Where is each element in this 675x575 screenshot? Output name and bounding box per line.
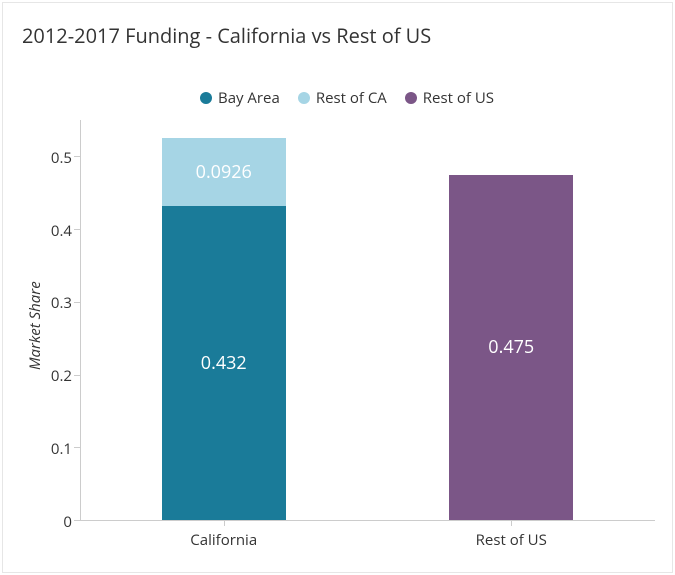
y-tick-label: 0.1 <box>40 439 72 459</box>
legend-label: Bay Area <box>218 88 280 108</box>
y-tick-label: 0.2 <box>40 366 72 386</box>
y-tick-label: 0.4 <box>40 221 72 241</box>
y-tick-label: 0.5 <box>40 148 72 168</box>
legend-label: Rest of CA <box>316 88 387 108</box>
x-tick-mark <box>511 520 512 526</box>
y-axis-line <box>80 120 81 520</box>
y-tick-mark <box>74 447 80 448</box>
bar-value-label: 0.0926 <box>196 160 252 184</box>
funding-chart: 2012-2017 Funding - California vs Rest o… <box>0 0 675 575</box>
legend-swatch <box>200 92 212 104</box>
x-tick-mark <box>224 520 225 526</box>
y-tick-label: 0.3 <box>40 293 72 313</box>
legend-swatch <box>405 92 417 104</box>
y-tick-label: 0 <box>40 512 72 532</box>
legend-item: Bay Area <box>200 88 280 108</box>
y-tick-mark <box>74 229 80 230</box>
y-tick-mark <box>74 375 80 376</box>
bar-value-label: 0.475 <box>488 335 534 359</box>
x-tick-label: Rest of US <box>476 530 547 550</box>
legend-item: Rest of CA <box>298 88 387 108</box>
plot-area: 0.432 0.0926 0.475 <box>80 120 655 520</box>
legend: Bay Area Rest of CA Rest of US <box>200 88 494 108</box>
y-tick-mark <box>74 156 80 157</box>
bar-value-label: 0.432 <box>201 351 247 375</box>
legend-item: Rest of US <box>405 88 494 108</box>
legend-label: Rest of US <box>423 88 494 108</box>
y-tick-mark <box>74 520 80 521</box>
chart-title: 2012-2017 Funding - California vs Rest o… <box>22 22 431 49</box>
y-tick-mark <box>74 302 80 303</box>
legend-swatch <box>298 92 310 104</box>
x-tick-label: California <box>190 530 257 550</box>
x-axis-line <box>80 520 655 521</box>
